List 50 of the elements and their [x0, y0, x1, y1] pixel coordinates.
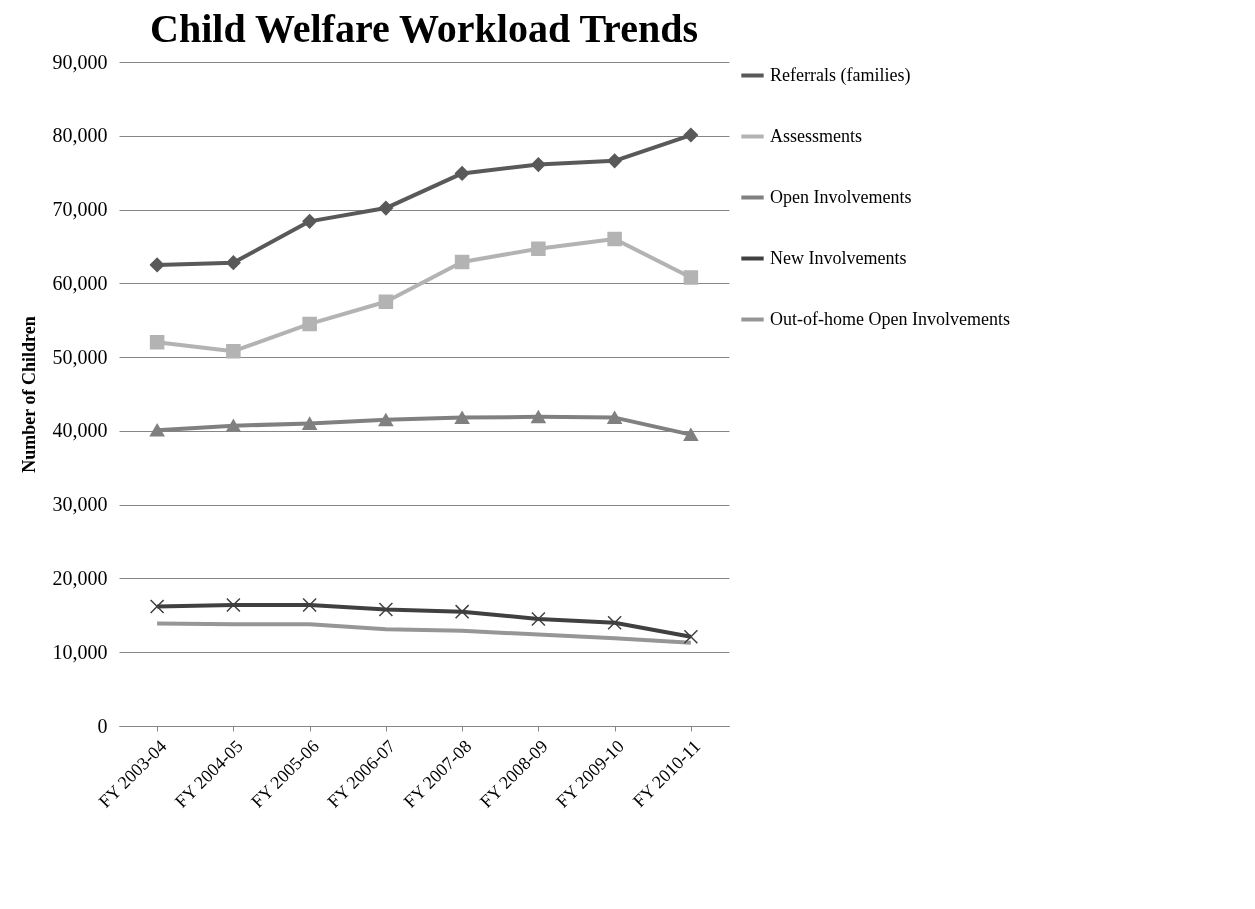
- point: [302, 417, 317, 430]
- point: [149, 599, 165, 614]
- y-tick-label: 30,000: [52, 493, 108, 516]
- y-tick-label: 20,000: [52, 566, 108, 589]
- y-tick-label: 10,000: [52, 640, 108, 663]
- legend-label: Open Involvements: [770, 186, 912, 207]
- point: [531, 410, 546, 424]
- point: [149, 335, 165, 350]
- chart-title: Child Welfare Workload Trends: [150, 6, 698, 51]
- point: [454, 166, 470, 181]
- point: [683, 127, 699, 143]
- y-tick-label: 70,000: [52, 198, 108, 221]
- point: [531, 611, 546, 627]
- legend-label: Assessments: [770, 125, 863, 146]
- point: [378, 413, 394, 427]
- y-tick-label: 40,000: [52, 419, 108, 442]
- y-axis-title: Number of Children: [18, 316, 39, 473]
- line-series: [155, 621, 693, 645]
- point: [149, 423, 165, 437]
- y-tick-label: 60,000: [52, 271, 108, 294]
- y-tick-label: 90,000: [52, 50, 108, 73]
- legend-label: Referrals (families): [770, 64, 911, 86]
- point: [607, 411, 622, 424]
- point: [226, 343, 241, 359]
- point: [302, 597, 317, 613]
- point: [226, 597, 241, 613]
- point: [302, 316, 317, 332]
- legend-label: New Involvements: [770, 247, 907, 268]
- point: [454, 604, 470, 619]
- point: [454, 411, 470, 424]
- point: [302, 214, 317, 229]
- point: [378, 200, 394, 216]
- point: [683, 629, 699, 644]
- point: [378, 294, 394, 310]
- point: [607, 153, 622, 169]
- point: [454, 254, 470, 270]
- point: [226, 255, 241, 270]
- y-tick-label: 80,000: [52, 124, 108, 147]
- point: [531, 157, 546, 172]
- point: [683, 270, 699, 285]
- point: [607, 615, 622, 630]
- point: [378, 602, 394, 617]
- y-tick-label: 50,000: [52, 345, 108, 368]
- point: [531, 241, 546, 256]
- legend-label: Out-of-home Open Involvements: [770, 308, 1010, 329]
- point: [607, 231, 622, 247]
- y-tick-label: 0: [97, 714, 108, 737]
- point: [226, 419, 241, 433]
- point: [683, 428, 699, 441]
- point: [149, 257, 165, 273]
